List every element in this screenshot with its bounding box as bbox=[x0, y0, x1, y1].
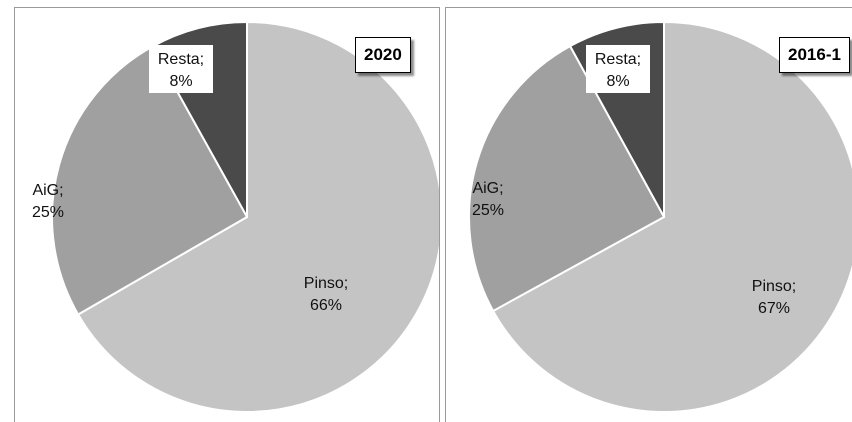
pie-chart-2020: Resta; 8% Pinso; 66% AiG; 25% bbox=[32, 20, 439, 413]
chart-title: 2016-1 bbox=[779, 37, 850, 73]
pie-chart-panel: Resta; 8% Pinso; 67% AiG; 25% 2016-1 bbox=[445, 7, 852, 422]
slice-label-pinso: Pinso; 67% bbox=[752, 278, 796, 317]
pie-chart-panel: Resta; 8% Pinso; 66% AiG; 25% 2020 bbox=[14, 7, 440, 422]
slice-label-aig: AiG; 25% bbox=[32, 182, 64, 221]
pie-chart-2016: Resta; 8% Pinso; 67% AiG; 25% bbox=[468, 20, 852, 413]
pie-slice-aig bbox=[468, 44, 666, 313]
slice-label-pinso: Pinso; 66% bbox=[304, 275, 348, 314]
slice-label-aig: AiG; 25% bbox=[472, 180, 504, 219]
pie-slice-pinso bbox=[491, 20, 852, 413]
pie-slice-aig bbox=[51, 45, 249, 316]
slice-label-resta: Resta; 8% bbox=[158, 51, 204, 90]
slice-label-background bbox=[149, 45, 213, 93]
slice-label-background bbox=[586, 45, 650, 93]
slice-label-resta: Resta; 8% bbox=[595, 51, 641, 90]
chart-title: 2020 bbox=[355, 37, 411, 73]
